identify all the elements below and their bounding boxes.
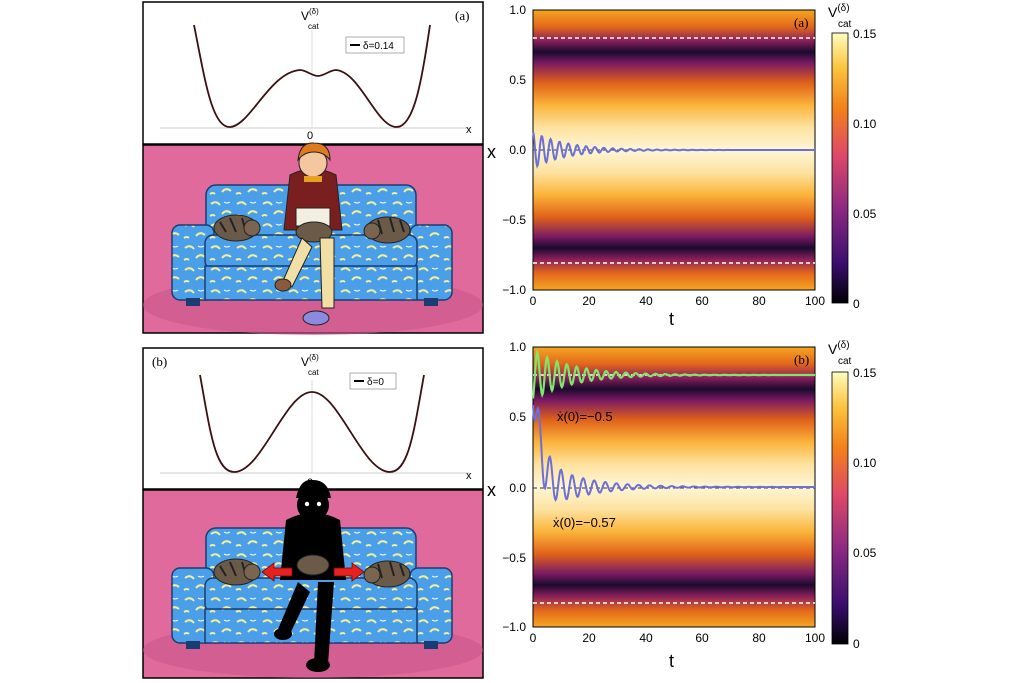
top-ytick: −0.5 <box>502 213 526 227</box>
bottom-xtick: 60 <box>695 631 709 645</box>
top-potential-zero-tick: 0 <box>307 130 313 142</box>
top-colorbar-label-sub: cat <box>838 19 852 30</box>
bottom-yticks: 1.0 0.5 0.0 −0.5 −1.0 <box>502 340 526 634</box>
bottom-ytick: 1.0 <box>509 340 526 354</box>
bottom-sofa-illustration <box>142 479 484 679</box>
bottom-heatmap-ylabel: x <box>487 480 496 500</box>
top-colorbar-tick: 0.10 <box>853 117 877 131</box>
bottom-potential-curve <box>199 374 425 473</box>
top-legend-label: δ=0.14 <box>363 41 394 52</box>
bottom-shadow-person <box>274 479 346 672</box>
top-heatmap-xlabel: t <box>669 309 674 329</box>
bottom-xtick: 80 <box>752 631 766 645</box>
annotation-xdot-minus-0-5: ẋ(0)=−0.5 <box>557 409 613 424</box>
annotation-xdot-minus-0-57: ẋ(0)=−0.57 <box>553 515 616 530</box>
top-colorbar-tick: 0 <box>853 297 860 311</box>
top-cat-right <box>363 216 411 244</box>
top-xticks: 0 20 40 60 80 100 <box>530 294 826 308</box>
bottom-ytick: −1.0 <box>502 620 526 634</box>
arrow-left-icon <box>261 562 293 582</box>
bottom-xtick: 40 <box>639 631 653 645</box>
top-xtick: 80 <box>752 294 766 308</box>
top-colorbar-tick: 0.15 <box>853 27 877 41</box>
top-trajectory-curve <box>532 131 815 169</box>
bottom-heatmap-panel-label: (b) <box>794 352 809 367</box>
bottom-trajectory-blue-curve <box>532 404 815 502</box>
bottom-potential-panel: V(δ) cat 0 x (b) δ=0 <box>142 347 484 490</box>
top-xtick: 0 <box>530 294 537 308</box>
top-potential-ylabel-sub: cat <box>308 22 319 31</box>
bottom-xticks: 0 20 40 60 80 100 <box>530 631 826 645</box>
bottom-potential-ylabel: V(δ) <box>301 353 319 369</box>
top-xtick: 60 <box>695 294 709 308</box>
top-ytick: 1.0 <box>509 3 526 17</box>
top-ytick: 0.0 <box>509 143 526 157</box>
bottom-xtick: 100 <box>805 631 825 645</box>
top-heatmap-ylabel: x <box>487 142 496 162</box>
top-ytick: 0.5 <box>509 73 526 87</box>
bottom-potential-legend <box>349 372 397 390</box>
bottom-trajectory-green-curve <box>531 348 815 399</box>
top-cat-left <box>213 214 261 242</box>
top-potential-panel: V(δ) cat 0 x (a) δ=0.14 <box>142 1 484 145</box>
top-colorbar-label: V(δ) <box>828 3 850 20</box>
top-heatmap-panel: (a) 1.0 0.5 0.0 −0.5 −1.0 0 20 40 60 80 … <box>487 3 825 329</box>
top-xtick: 100 <box>805 294 825 308</box>
bottom-heatmap-xlabel: t <box>669 651 674 671</box>
bottom-ytick: 0.0 <box>509 481 526 495</box>
bottom-colorbar-tick: 0.10 <box>853 456 877 470</box>
bottom-cat-center <box>296 554 330 576</box>
top-colorbar-tick: 0.05 <box>853 207 877 221</box>
top-yticks: 1.0 0.5 0.0 −0.5 −1.0 <box>502 3 526 297</box>
bottom-ytick: 0.5 <box>509 410 526 424</box>
top-potential-legend <box>345 36 405 54</box>
top-heatmap-panel-label: (a) <box>794 15 808 30</box>
bottom-cat-right <box>363 560 411 588</box>
top-sofa-illustration <box>142 142 484 335</box>
bottom-xtick: 20 <box>582 631 596 645</box>
bottom-colorbar-tick: 0.05 <box>853 546 877 560</box>
bottom-xtick: 0 <box>530 631 537 645</box>
top-person <box>274 142 343 326</box>
bottom-colorbar-tick: 0.15 <box>853 366 877 380</box>
top-xtick: 40 <box>639 294 653 308</box>
bottom-heatmap-panel: ẋ(0)=−0.5 ẋ(0)=−0.57 (b) 1.0 0.5 0.0 −0.… <box>487 340 825 671</box>
arrow-right-icon <box>333 562 365 582</box>
bottom-panel-label: (b) <box>152 354 167 369</box>
bottom-colorbar: V(δ) cat 0.15 0.10 0.05 0 <box>828 340 877 651</box>
top-potential-curve <box>193 24 431 128</box>
bottom-legend-label: δ=0 <box>367 377 384 388</box>
bottom-potential-ylabel-sub: cat <box>308 368 319 377</box>
bottom-ytick: −0.5 <box>502 551 526 565</box>
bottom-colorbar-label: V(δ) <box>828 340 850 357</box>
bottom-colorbar-label-sub: cat <box>838 356 852 367</box>
top-ytick: −1.0 <box>502 283 526 297</box>
top-xtick: 20 <box>582 294 596 308</box>
bottom-cat-left <box>213 558 261 586</box>
bottom-potential-xlabel: x <box>466 470 472 482</box>
top-colorbar: V(δ) cat 0.15 0.10 0.05 0 <box>828 3 877 311</box>
top-potential-ylabel: V(δ) <box>301 7 319 23</box>
bottom-colorbar-tick: 0 <box>853 637 860 651</box>
top-panel-label: (a) <box>455 8 469 23</box>
top-potential-xlabel: x <box>466 124 472 136</box>
